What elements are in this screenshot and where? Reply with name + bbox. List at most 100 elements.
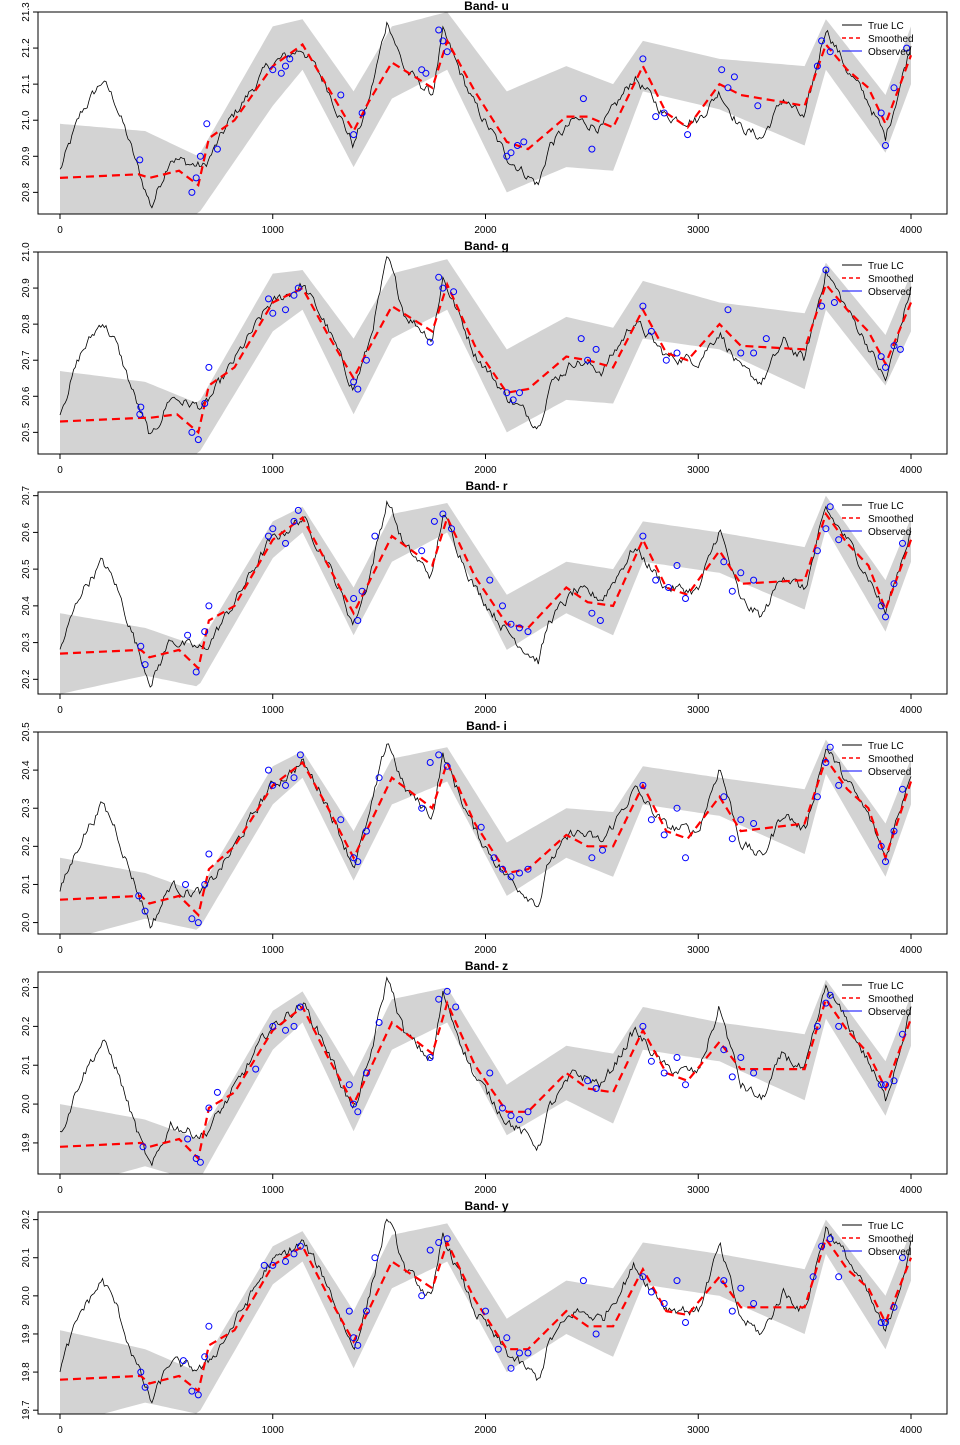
observed-point [205, 850, 213, 858]
observed-point [192, 1155, 200, 1162]
observed-point [192, 174, 200, 182]
observed-point [494, 1345, 502, 1353]
legend: True LC Smoothed Observed [842, 981, 914, 1018]
observed-point [660, 1300, 668, 1307]
observed-points [136, 26, 911, 196]
x-tick-label: 4000 [900, 705, 923, 716]
legend-label: True LC [868, 1221, 904, 1232]
observed-point [422, 69, 430, 77]
observed-point [482, 1307, 489, 1315]
y-tick-label: 20.7 [21, 486, 32, 506]
x-tick-label: 1000 [262, 705, 285, 716]
observed-point [418, 1292, 426, 1300]
y-tick-label: 20.3 [21, 977, 32, 997]
observed-point [899, 1254, 906, 1262]
observed-point [728, 587, 736, 595]
observed-point [728, 835, 736, 843]
observed-point [684, 131, 692, 139]
observed-point [503, 389, 511, 397]
observed-point [750, 576, 758, 584]
confidence-band [60, 739, 911, 934]
observed-point [826, 1235, 834, 1243]
observed-point [282, 1026, 289, 1034]
observed-point [520, 138, 528, 146]
observed-point [443, 48, 451, 56]
y-tick-label: 20.6 [21, 386, 32, 406]
observed-point [426, 338, 434, 346]
observed-point [337, 816, 345, 824]
observed-point [375, 1019, 383, 1026]
observed-point [890, 1303, 898, 1311]
observed-point [184, 1135, 192, 1143]
legend: True LC Smoothed Observed [842, 1221, 914, 1258]
observed-point [647, 1057, 655, 1065]
observed-point [426, 759, 434, 766]
observed-point [588, 609, 596, 617]
y-tick-label: 21.2 [21, 38, 32, 58]
observed-point [596, 617, 604, 624]
legend-label: True LC [868, 501, 904, 512]
observed-point [877, 602, 885, 610]
x-tick-label: 3000 [687, 465, 710, 476]
observed-point [592, 1085, 600, 1092]
observed-point [265, 532, 272, 540]
y-tick-label: 21.1 [21, 74, 32, 94]
observed-point [724, 306, 732, 314]
observed-point [345, 1307, 353, 1315]
panel-5: Band- z 0 1000 2000 3000 4000 19.9 20.0 20.1 20.2… [21, 959, 948, 1196]
observed-point [577, 335, 585, 343]
x-tick-label: 4000 [900, 1425, 923, 1436]
legend-label: True LC [868, 21, 904, 32]
observed-point [350, 378, 358, 386]
observed-point [137, 1368, 145, 1376]
observed-point [452, 1003, 460, 1011]
observed-point [818, 302, 826, 310]
observed-point [592, 345, 600, 353]
plot-frame [37, 1211, 948, 1415]
panel-title: Band- i [466, 719, 507, 733]
observed-point [750, 349, 758, 357]
observed-point [592, 1330, 600, 1338]
legend: True LC Smoothed Observed [842, 261, 914, 298]
observed-point [903, 44, 911, 52]
observed-point [665, 584, 672, 591]
observed-point [728, 1073, 736, 1081]
observed-point [252, 1065, 260, 1073]
observed-point [435, 751, 443, 759]
y-tick-label: 20.2 [21, 1016, 32, 1036]
observed-point [188, 915, 196, 923]
legend-label: Observed [868, 287, 911, 298]
observed-point [660, 109, 668, 117]
observed-point [877, 1319, 885, 1326]
observed-point [830, 299, 838, 306]
x-tick-label: 0 [57, 465, 63, 476]
observed-point [269, 1261, 277, 1269]
observed-point [503, 1334, 511, 1342]
observed-point [137, 403, 145, 411]
observed-points [137, 1235, 906, 1399]
true-lc-line [59, 743, 912, 929]
observed-point [818, 37, 826, 45]
true-lc-line [59, 976, 912, 1167]
observed-point [509, 396, 517, 404]
observed-point [265, 766, 272, 774]
x-tick-label: 1000 [262, 465, 285, 476]
observed-point [720, 1046, 728, 1054]
observed-point [826, 48, 834, 56]
x-tick-label: 2000 [474, 705, 497, 716]
observed-point [513, 142, 521, 149]
x-tick-label: 2000 [474, 225, 497, 236]
observed-point [354, 1108, 362, 1116]
observed-point [337, 91, 345, 99]
observed-point [507, 1364, 515, 1372]
panel-2: Band- g 0 1000 2000 3000 4000 20.5 20.6 20.7 20.8… [21, 239, 948, 476]
observed-point [877, 1081, 885, 1089]
confidence-band [60, 12, 911, 214]
observed-point [418, 547, 426, 555]
observed-point [290, 517, 298, 525]
observed-point [205, 602, 213, 610]
observed-point [818, 1242, 826, 1250]
observed-point [899, 1030, 906, 1038]
